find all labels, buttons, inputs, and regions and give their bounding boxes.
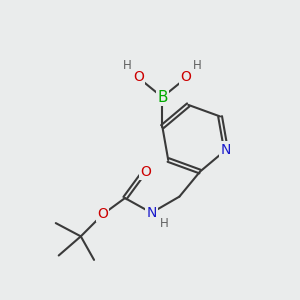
Text: O: O bbox=[134, 70, 144, 84]
Text: H: H bbox=[193, 59, 202, 72]
Text: O: O bbox=[98, 207, 108, 221]
Text: O: O bbox=[181, 70, 191, 84]
Text: O: O bbox=[140, 165, 151, 178]
Text: N: N bbox=[146, 206, 157, 220]
Text: N: N bbox=[221, 143, 231, 157]
Text: H: H bbox=[123, 59, 132, 72]
Text: H: H bbox=[160, 217, 169, 230]
Text: B: B bbox=[157, 90, 168, 105]
